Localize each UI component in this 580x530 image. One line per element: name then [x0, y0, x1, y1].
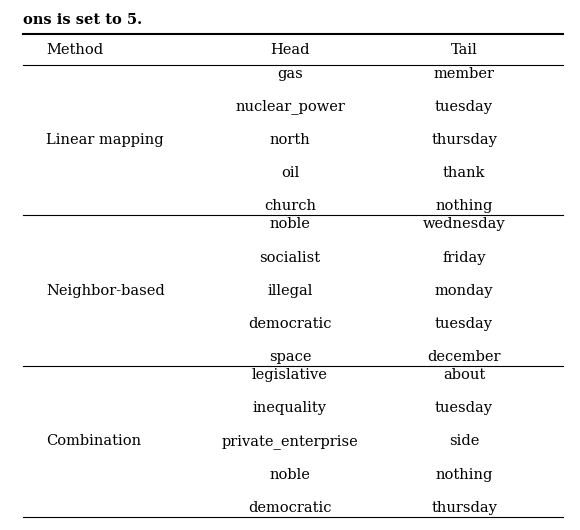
Text: legislative: legislative [252, 368, 328, 382]
Text: nothing: nothing [436, 467, 492, 482]
Text: gas: gas [277, 67, 303, 81]
Text: thursday: thursday [431, 501, 497, 515]
Text: tuesday: tuesday [435, 100, 493, 114]
Text: illegal: illegal [267, 284, 313, 298]
Text: nuclear_power: nuclear_power [235, 100, 345, 114]
Text: ons is set to 5.: ons is set to 5. [23, 13, 142, 27]
Text: thursday: thursday [431, 133, 497, 147]
Text: december: december [427, 350, 501, 364]
Text: private_enterprise: private_enterprise [222, 434, 358, 449]
Text: space: space [269, 350, 311, 364]
Text: north: north [270, 133, 310, 147]
Text: Neighbor-based: Neighbor-based [46, 284, 165, 298]
Text: noble: noble [270, 467, 310, 482]
Text: socialist: socialist [259, 251, 321, 264]
Text: side: side [449, 435, 479, 448]
Text: tuesday: tuesday [435, 401, 493, 415]
Text: Method: Method [46, 43, 103, 57]
Text: monday: monday [435, 284, 493, 298]
Text: democratic: democratic [248, 317, 332, 331]
Text: thank: thank [443, 166, 485, 180]
Text: nothing: nothing [436, 199, 492, 213]
Text: church: church [264, 199, 316, 213]
Text: Linear mapping: Linear mapping [46, 133, 164, 147]
Text: democratic: democratic [248, 501, 332, 515]
Text: oil: oil [281, 166, 299, 180]
Text: Combination: Combination [46, 435, 142, 448]
Text: inequality: inequality [253, 401, 327, 415]
Text: Tail: Tail [451, 43, 477, 57]
Text: Head: Head [270, 43, 310, 57]
Text: member: member [433, 67, 495, 81]
Text: wednesday: wednesday [423, 217, 505, 232]
Text: tuesday: tuesday [435, 317, 493, 331]
Text: noble: noble [270, 217, 310, 232]
Text: friday: friday [442, 251, 486, 264]
Text: about: about [443, 368, 485, 382]
